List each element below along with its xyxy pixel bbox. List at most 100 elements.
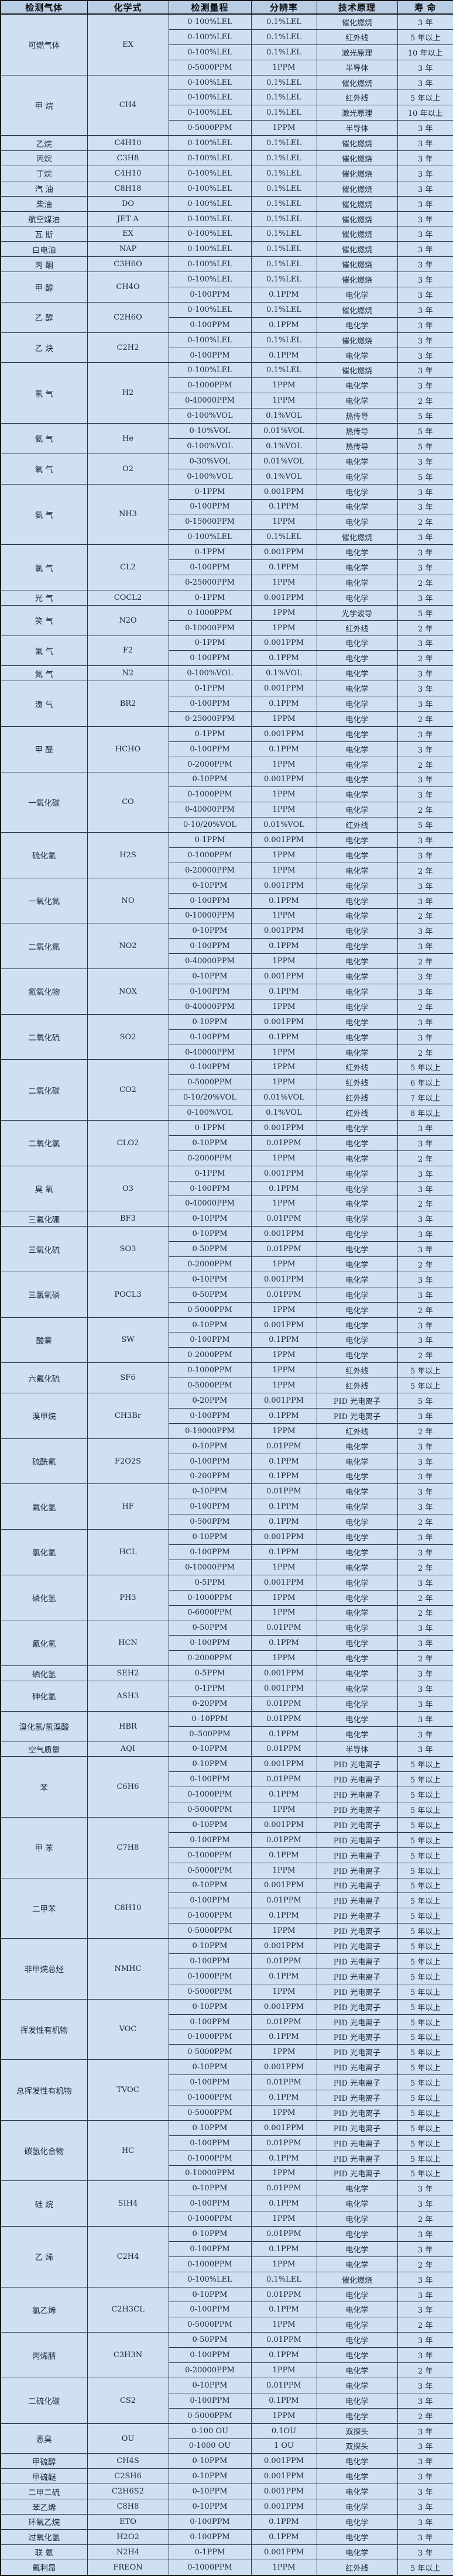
gas-name-cell: 空气质量 xyxy=(0,1741,88,1757)
table-row: 0-100PPM 0.01PPM PID 光电离子 5 年以上 xyxy=(1,2135,453,2151)
principle-cell: 红外线 xyxy=(316,1105,398,1121)
range-cell: 0-10PPM xyxy=(168,1226,252,1242)
gas-name-cell: 硅 烷 xyxy=(0,2180,88,2227)
resolution-cell: 0.001PPM xyxy=(250,1529,317,1545)
range-cell: 0-100PPM xyxy=(168,317,252,333)
gas-name-cell: 二氧化氯 xyxy=(0,1120,88,1166)
resolution-cell: 1PPM xyxy=(250,59,317,75)
range-cell: 0-5000PPM xyxy=(168,2407,252,2424)
lifespan-cell: 3 年 xyxy=(397,1468,453,1485)
header-row: 检测气体 化学式 检测量程 分辨率 技术原理 寿 命 xyxy=(0,0,453,15)
resolution-cell: 0.001PPM xyxy=(250,877,317,894)
lifespan-cell: 3 年 xyxy=(397,332,453,348)
formula-cell: C3H3N xyxy=(87,2332,169,2378)
principle-cell: 电化学 xyxy=(316,2529,398,2545)
formula-cell: SO2 xyxy=(87,1014,169,1060)
lifespan-cell: 3 年 xyxy=(397,1544,453,1560)
gas-name-cell: 三氟化硼 xyxy=(0,1211,88,1227)
formula-cell: C2H6O xyxy=(87,301,169,333)
table-row: 0-100PPM 0.1PPM 电化学 3 年 xyxy=(1,2241,453,2257)
principle-cell: PID 光电离子 xyxy=(316,1953,398,1969)
lifespan-cell: 3 年 xyxy=(397,2438,453,2454)
table-row: 0-19000PPM 1PPM 红外线 2 年 xyxy=(1,1423,453,1439)
principle-cell: 催化燃烧 xyxy=(316,529,398,545)
range-cell: 0-40000PPM xyxy=(168,1044,252,1060)
gas-name-cell: 硒化氢 xyxy=(0,1665,88,1681)
resolution-cell: 0.001PPM xyxy=(250,1271,317,1287)
lifespan-cell: 5 年以上 xyxy=(397,1938,453,1954)
table-row: 硅 烷 SIH4 0-10PPM 0.01PPM 电化学 3 年 xyxy=(0,2180,453,2227)
table-row: 0-40000PPM 1PPM 电化学 2 年 xyxy=(1,393,453,409)
principle-cell: 催化燃烧 xyxy=(316,362,398,379)
table-row: 0-5000PPM 1PPM PID 光电离子 5 年以上 xyxy=(1,1923,453,1939)
lifespan-cell: 3 年 xyxy=(397,1695,453,1712)
gas-name-cell: 总挥发性有机物 xyxy=(0,2059,88,2121)
lifespan-cell: 2 年 xyxy=(397,1650,453,1667)
resolution-cell: 1PPM xyxy=(250,2317,317,2333)
lifespan-cell: 2 年 xyxy=(397,514,453,530)
resolution-cell: 0.001PPM xyxy=(250,2120,317,2136)
range-cell: 0-100%LEL xyxy=(168,529,252,545)
lifespan-cell: 5 年以上 xyxy=(397,2104,453,2121)
range-cell: 0-5000PPM xyxy=(168,59,252,75)
gas-name-cell: 氮 气 xyxy=(0,665,88,682)
range-cell: 0-25000PPM xyxy=(168,710,252,727)
range-cell: 0-100%LEL xyxy=(168,272,252,288)
range-cell: 0-5000PPM xyxy=(168,1923,252,1939)
lifespan-cell: 5 年以上 xyxy=(397,1983,453,2000)
principle-cell: PID 光电离子 xyxy=(316,1892,398,1909)
principle-cell: PID 光电离子 xyxy=(316,2044,398,2060)
table-row: 氧 气 O2 0-30%VOL 0.01%VOL 电化学 3 年 xyxy=(0,453,453,485)
lifespan-cell: 5 年以上 xyxy=(397,1862,453,1878)
resolution-cell: 1PPM xyxy=(250,2362,317,2378)
resolution-cell: 0.01%VOL xyxy=(250,1090,317,1106)
resolution-cell: 0.1%LEL xyxy=(250,44,317,60)
gas-name-cell: 一氧化碳 xyxy=(0,771,88,833)
table-row: 苯 C6H6 0-10PPM 0.001PPM PID 光电离子 5 年以上 xyxy=(0,1756,453,1818)
resolution-cell: 1PPM xyxy=(250,1150,317,1166)
formula-cell: SF6 xyxy=(87,1362,169,1394)
range-cell: 0–10PPM xyxy=(168,1711,252,1727)
resolution-cell: 1PPM xyxy=(250,1423,317,1439)
lifespan-cell: 5 年以上 xyxy=(397,1892,453,1909)
lifespan-cell: 5 年以上 xyxy=(397,2150,453,2166)
resolution-cell: 0.001PPM xyxy=(250,1317,317,1333)
table-row: 甲 苯 C7H8 0-10PPM 0.001PPM PID 光电离子 5 年以上 xyxy=(0,1816,453,1878)
resolution-cell: 0.1OU xyxy=(250,2423,317,2439)
formula-cell: H2S xyxy=(87,832,169,878)
range-cell: 0-100PPM xyxy=(168,1635,252,1651)
table-row: 三氟化硼 BF3 0-10PPM 0.01PPM 电化学 3 年 xyxy=(0,1211,453,1227)
principle-cell: 电化学 xyxy=(316,1029,398,1045)
range-cell: 0-100PPM xyxy=(168,1453,252,1469)
resolution-cell: 0.1%LEL xyxy=(250,13,317,30)
principle-cell: 电化学 xyxy=(316,317,398,333)
lifespan-cell: 3 年 xyxy=(397,2196,453,2212)
principle-cell: 电化学 xyxy=(316,665,398,682)
range-cell: 0-100PPM xyxy=(168,1892,252,1909)
resolution-cell: 1PPM xyxy=(250,2559,317,2576)
principle-cell: 催化燃烧 xyxy=(316,211,398,227)
table-row: 溴 气 BR2 0-1PPM 0.001PPM 电化学 3 年 xyxy=(0,681,453,727)
range-cell: 0-5000PPM xyxy=(168,2044,252,2060)
principle-cell: PID 光电离子 xyxy=(316,2074,398,2091)
gas-name-cell: 硫化氢 xyxy=(0,832,88,878)
principle-cell: 电化学 xyxy=(316,1332,398,1348)
lifespan-cell: 2 年 xyxy=(397,998,453,1015)
table-row: 0-100%VOL 0.1%VOL 热传导 5 年 xyxy=(1,438,453,454)
resolution-cell: 0.001PPM xyxy=(250,2468,317,2485)
principle-cell: 热传导 xyxy=(316,408,398,424)
lifespan-cell: 3 年 xyxy=(397,1014,453,1030)
lifespan-cell: 3 年 xyxy=(397,453,453,469)
formula-cell: FREON xyxy=(87,2559,169,2576)
table-row: 光 气 COCL2 0-1PPM 0.001PPM 电化学 3 年 xyxy=(0,589,453,606)
table-row: 0-100PPM 0.1PPM 电化学 3 年 xyxy=(1,559,453,575)
table-row: 0-100PPM 0.1PPM 电化学 3 年 xyxy=(1,347,453,363)
range-cell: 0-100%LEL xyxy=(168,301,252,318)
range-cell: 0-10PPM xyxy=(168,1438,252,1454)
lifespan-cell: 3 年 xyxy=(397,2271,453,2288)
range-cell: 0-200PPM xyxy=(168,1468,252,1485)
principle-cell: 催化燃烧 xyxy=(316,74,398,91)
range-cell: 0-100PPM xyxy=(168,2014,252,2030)
principle-cell: 电化学 xyxy=(316,1211,398,1227)
